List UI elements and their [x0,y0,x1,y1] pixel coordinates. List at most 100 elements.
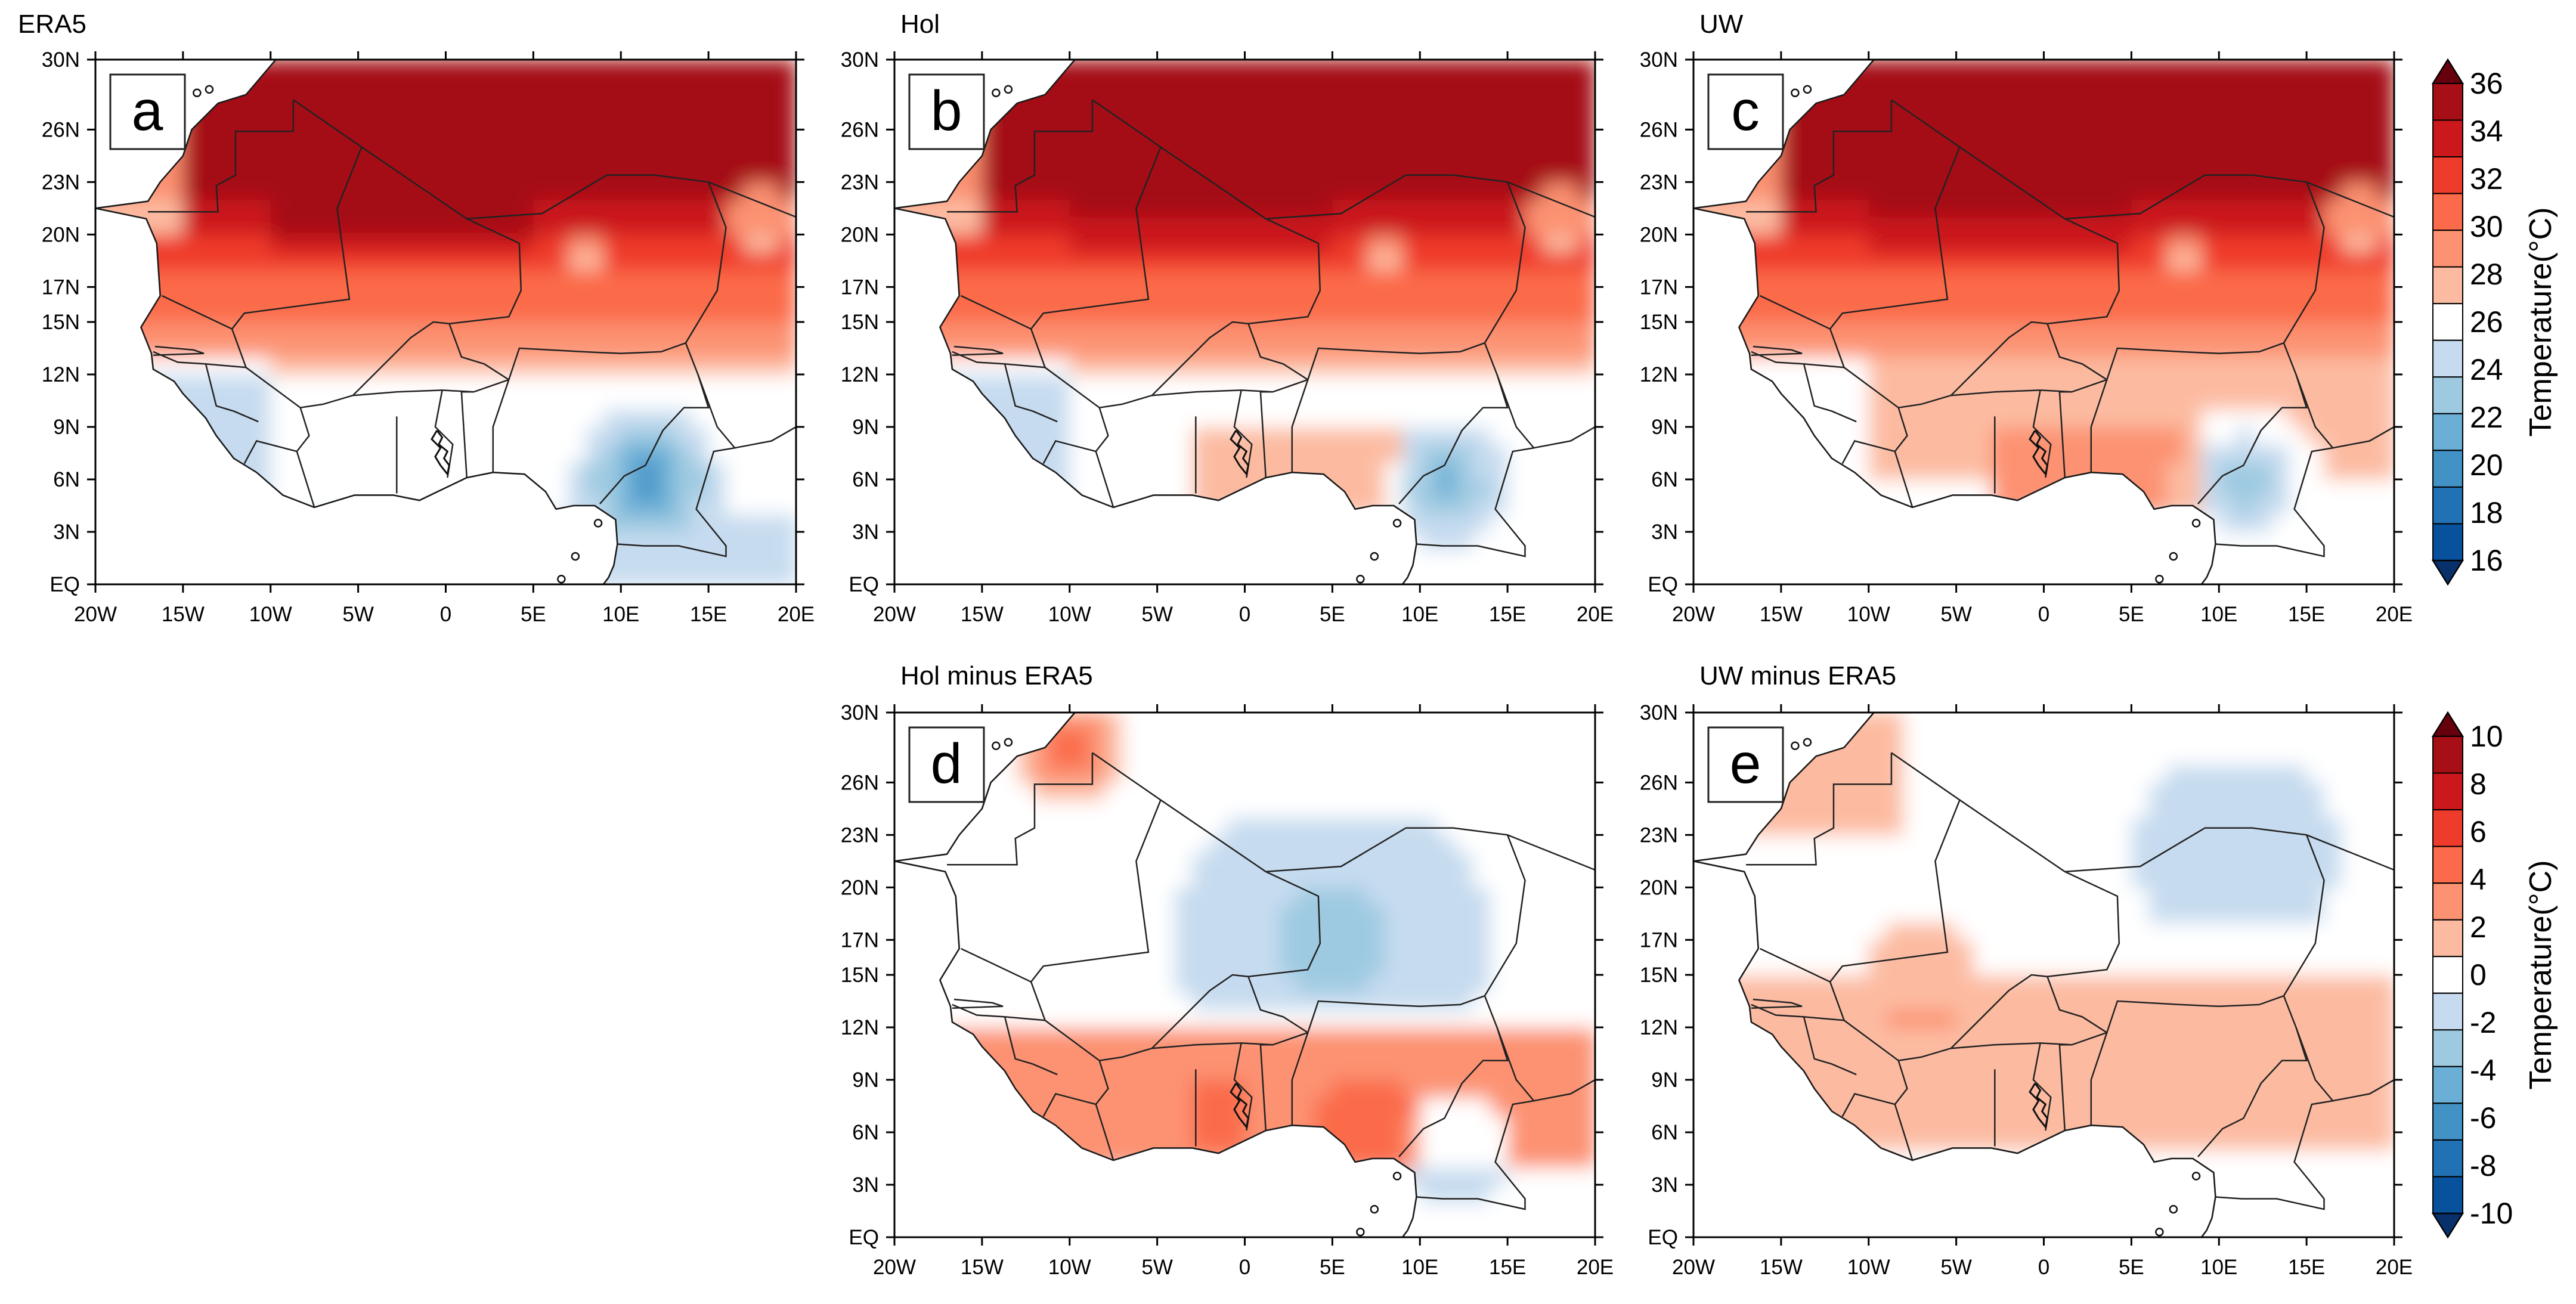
field-cell [1209,461,1228,480]
field-cell [550,479,569,498]
field-cell [673,199,692,218]
field-cell [1349,479,1368,498]
field-cell [2079,165,2097,183]
x-tick-label: 15W [162,603,205,626]
field-cell [1104,374,1123,393]
field-cell [1104,234,1123,253]
field-cell [2236,514,2255,532]
field-cell [1315,1027,1333,1046]
field-cell [218,304,236,323]
field-cell [673,182,692,200]
field-cell [1868,322,1887,340]
field-cell [1175,252,1193,270]
field-cell [691,129,710,148]
field-cell [1763,357,1782,375]
field-cell [778,270,796,288]
field-cell [340,270,359,288]
field-cell [1402,905,1421,923]
field-cell [2376,252,2394,270]
field-cell [1192,1132,1210,1151]
field-cell [1577,765,1595,783]
field-cell [516,322,534,340]
y-tick-label: 26N [1640,118,1678,141]
field-cell [1035,870,1053,888]
field-cell [340,357,359,375]
field-cell [1525,77,1543,95]
field-cell [1297,217,1315,236]
field-cell [393,444,411,463]
field-cell [1939,427,1957,445]
field-cell [1297,975,1315,993]
field-cell [1157,905,1175,923]
field-cell [673,566,692,584]
field-cell [761,409,779,428]
field-cell [1069,922,1088,941]
field-cell [498,217,516,236]
field-cell [2271,444,2290,463]
field-cell [1262,1045,1281,1063]
field-cell [393,129,411,148]
field-cell [533,147,552,165]
field-cell [2359,374,2377,393]
field-cell [2184,94,2202,113]
island [1803,85,1812,94]
field-cell [1455,374,1473,393]
field-cell [463,427,482,445]
field-cell [708,252,727,270]
country-border [296,407,315,508]
field-cell [1956,165,1974,183]
field-cell [358,444,376,463]
field-cell [2376,461,2394,480]
field-cell [1956,427,1974,445]
field-cell [1280,147,1298,165]
field-cell [2306,339,2325,358]
field-cell [1542,514,1561,532]
field-cell [586,112,604,131]
field-cell [1525,1132,1543,1151]
field-cell [621,374,639,393]
field-cell [1798,252,1817,270]
field-cell [288,374,306,393]
field-cell [1921,147,1940,165]
field-cell [708,147,727,165]
field-cell [621,304,639,323]
field-cell [2219,234,2237,253]
field-cell [743,532,762,550]
field-cell [1402,252,1421,270]
field-cell [1577,234,1595,253]
field-cell [2376,357,2394,375]
field-cell [1507,1219,1526,1237]
field-cell [1104,1114,1123,1133]
field-cell [2324,217,2342,236]
field-cell [1956,339,1974,358]
field-cell [1122,1097,1141,1116]
field-cell [1851,304,1869,323]
field-cell [2008,217,2027,236]
field-cell [1209,129,1228,148]
field-cell [1560,94,1578,113]
field-cell [1017,765,1035,783]
field-cell [2271,549,2290,568]
field-cell [586,94,604,113]
field-cell [2026,357,2045,375]
field-cell [1297,427,1315,445]
field-cell [1903,165,1922,183]
field-cell [982,322,1001,340]
field-cell [1437,957,1456,975]
field-cell [1122,1114,1141,1133]
field-cell [2324,94,2342,113]
field-cell [270,217,289,236]
field-cell [1349,1009,1368,1028]
field-cell [1104,940,1123,958]
field-cell [726,147,744,165]
field-cell [656,112,674,131]
field-cell [1991,77,2010,95]
field-cell [1525,957,1543,975]
field-cell [1525,1150,1543,1168]
field-cell [428,182,447,200]
field-cell [1507,165,1526,183]
field-cell [2289,199,2308,218]
field-cell [253,217,271,236]
field-cell [1209,112,1228,131]
